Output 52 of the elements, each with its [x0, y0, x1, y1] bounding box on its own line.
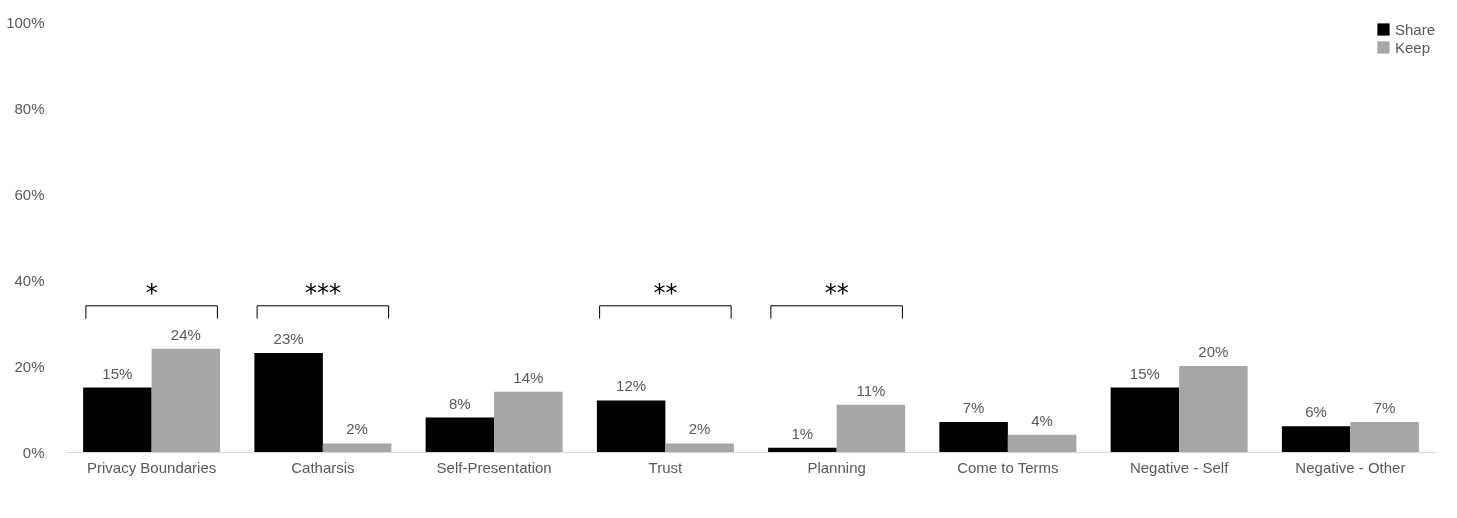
- data-label: 23%: [273, 330, 304, 348]
- data-label: 2%: [346, 420, 368, 438]
- x-tick-label: Trust: [648, 458, 684, 476]
- data-label: 8%: [449, 394, 471, 412]
- bar: [494, 391, 563, 452]
- bar: [1350, 421, 1419, 452]
- data-label: 6%: [1305, 403, 1327, 421]
- x-tick-label: Catharsis: [291, 458, 355, 476]
- annotation: **: [653, 278, 678, 307]
- annotation: **: [824, 278, 849, 307]
- annotation: ***: [304, 278, 341, 307]
- x-tick-label: Privacy Boundaries: [87, 458, 217, 476]
- bar: [768, 447, 837, 452]
- x-tick-label: Planning: [807, 458, 866, 476]
- data-label: 12%: [616, 377, 647, 395]
- bar: [665, 443, 734, 452]
- y-tick-label: 60%: [14, 185, 45, 203]
- data-label: 20%: [1198, 343, 1229, 360]
- y-tick-label: 100%: [6, 13, 45, 31]
- bar: [1110, 387, 1180, 452]
- data-label: 15%: [1129, 364, 1160, 382]
- bar: [1007, 434, 1077, 452]
- y-tick-label: 20%: [14, 357, 45, 375]
- data-label: 24%: [170, 325, 201, 343]
- bar: [83, 387, 152, 452]
- bar: [254, 353, 323, 452]
- data-label: 2%: [688, 420, 711, 438]
- annotation: *: [145, 278, 158, 307]
- y-tick-label: 80%: [14, 99, 45, 117]
- y-tick-label: 40%: [14, 271, 45, 289]
- x-tick-label: Negative - Other: [1295, 458, 1406, 476]
- data-label: 14%: [513, 368, 544, 386]
- bar: [151, 348, 221, 452]
- data-label: 11%: [856, 381, 886, 399]
- bar: [836, 404, 906, 452]
- bar: [322, 443, 392, 452]
- x-tick-label: Self-Presentation: [436, 458, 552, 476]
- data-label: 7%: [1373, 398, 1396, 416]
- data-label: 4%: [1031, 411, 1053, 429]
- data-label: 15%: [102, 364, 133, 382]
- x-tick-label: Come to Terms: [957, 458, 1059, 476]
- x-tick-label: Negative - Self: [1129, 458, 1230, 476]
- legend-label: Share: [1395, 20, 1436, 38]
- bar: [596, 400, 666, 452]
- y-tick-label: 0%: [22, 443, 45, 461]
- legend-label: Keep: [1395, 38, 1431, 56]
- data-label: 1%: [791, 424, 814, 442]
- data-label: 7%: [962, 398, 985, 416]
- bar: [1281, 426, 1351, 452]
- bar: [939, 421, 1008, 452]
- bar: [1179, 366, 1248, 452]
- bar: [425, 417, 495, 452]
